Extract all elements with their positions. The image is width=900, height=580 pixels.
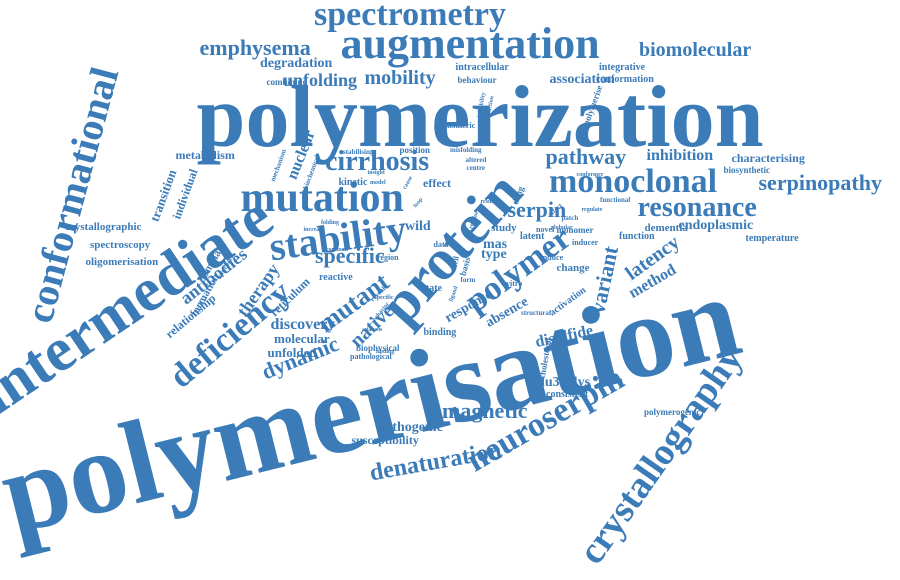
word-biosynthetic-86: biosynthetic [723,164,771,175]
word-spectroscopy-46: spectroscopy [90,238,151,251]
word-serpinopathy-17: serpinopathy [758,170,882,195]
word-characterising-57: characterising [731,151,805,165]
word-state-105: state [422,283,442,294]
word-form-115: form [460,275,476,284]
word-polymerization-1: polymerization [196,69,764,166]
word-result-117: result [480,199,496,205]
word-regulate-88: regulate [581,207,603,213]
word-centre-76: centre [466,163,486,172]
word-intracellular-61: intracellular [455,62,509,73]
word-conformer-87: conformer [576,172,604,178]
word-novel-89: novel [536,225,555,234]
word-serpin-25: serpin [507,197,567,222]
word-molecular-53: molecular [274,330,330,346]
word-mas-69: mas [483,237,508,252]
word-binding-97: binding [423,327,457,338]
word-unfolding-30: unfolding [283,70,358,90]
word-inducer-85: inducer [572,238,599,247]
word-loop-113: loop [412,196,424,210]
word-wild-71: wild [405,219,431,234]
word-monoclonal-11: monoclonal [549,163,718,200]
word-integrative-62: integrative [599,62,646,73]
word-spectrometry-12: spectrometry [314,0,506,33]
word-monomer-84: monomer [556,224,594,235]
word-model-112: model [370,180,386,186]
word-stabilising-100: stabilising [343,147,374,156]
word-cirrhosis-14: cirrhosis [325,146,430,177]
word-folding-120: folding [321,220,340,226]
word-monomeric-94: monomeric [436,121,476,130]
word-globular-129: globular [551,225,573,231]
word-function-60: function [619,231,655,242]
word-position-74: position [399,144,431,155]
word-magnetic-20: magnetic [442,398,528,423]
word-functional-90: functional [600,195,631,204]
word-misfolding-77: misfolding [450,145,482,154]
word-reactive-56: reactive [319,272,353,283]
word-dementia-59: dementia [644,221,688,234]
word-endoplasmic-41: endoplasmic [678,218,754,233]
word-mutation-7: mutation [240,175,404,221]
word-inhibition-33: inhibition [646,147,714,164]
word-type-68: type [481,247,507,262]
word-behaviour-64: behaviour [457,74,497,85]
word-susceptibility-52: susceptibility [351,433,419,447]
word-augmentation-6: augmentation [340,19,600,68]
word-kinetic-73: kinetic [338,177,368,188]
word-study-70: study [491,221,517,234]
word-oligomerisation-47: oligomerisation [85,255,159,268]
word-pathway-24: pathway [545,144,627,169]
word-analysis-123: analysis [362,327,383,333]
word-structural-102: structural [521,308,551,317]
word-pathological-96: pathological [350,352,392,361]
word-insight-114: insight [367,170,385,176]
word-mobility-28: mobility [364,67,436,89]
word-resonance-15: resonance [637,192,757,223]
word-polymerogenic-80: polymerogenic [644,406,701,417]
word-degradation-38: degradation [260,56,333,71]
word-latent-81: latent [520,231,545,242]
word-consistent-79: consistent [546,389,589,400]
word-discovery-36: discovery [270,316,336,333]
word-biomolecular-26: biomolecular [639,39,752,61]
word-induce-110: induce [540,253,564,262]
word-specific-122: specific [374,295,394,301]
word-biophysical-95: biophysical [356,342,400,353]
word-specific-21: specific [315,243,385,268]
word-common-119: common [326,247,348,253]
word-emphysema-16: emphysema [199,35,311,60]
word-glu342lys-37: glu342lys [534,375,591,390]
word-unfolded-54: unfolded [267,344,317,360]
word-altered-75: altered [465,155,487,164]
word-metabolism-42: metabolism [175,148,235,162]
word-vitro-107: vitro [506,279,523,288]
word-association-40: association [549,72,615,87]
word-increase-121: increase [303,227,325,233]
word-conformation-63: conformation [596,74,654,85]
word-effect-72: effect [423,176,451,190]
word-patch-127: patch [561,213,579,222]
word-region-106: region [377,253,399,262]
word-change-82: change [556,261,590,274]
word-finding-126: finding [376,349,395,355]
word-pathogenic-51: pathogenic [377,420,443,435]
word-temperature-58: temperature [745,233,799,244]
word-data-104: data [433,240,449,249]
word-combining-65: combining [266,76,308,87]
word-crystallographic-45: crystallographic [65,220,142,233]
